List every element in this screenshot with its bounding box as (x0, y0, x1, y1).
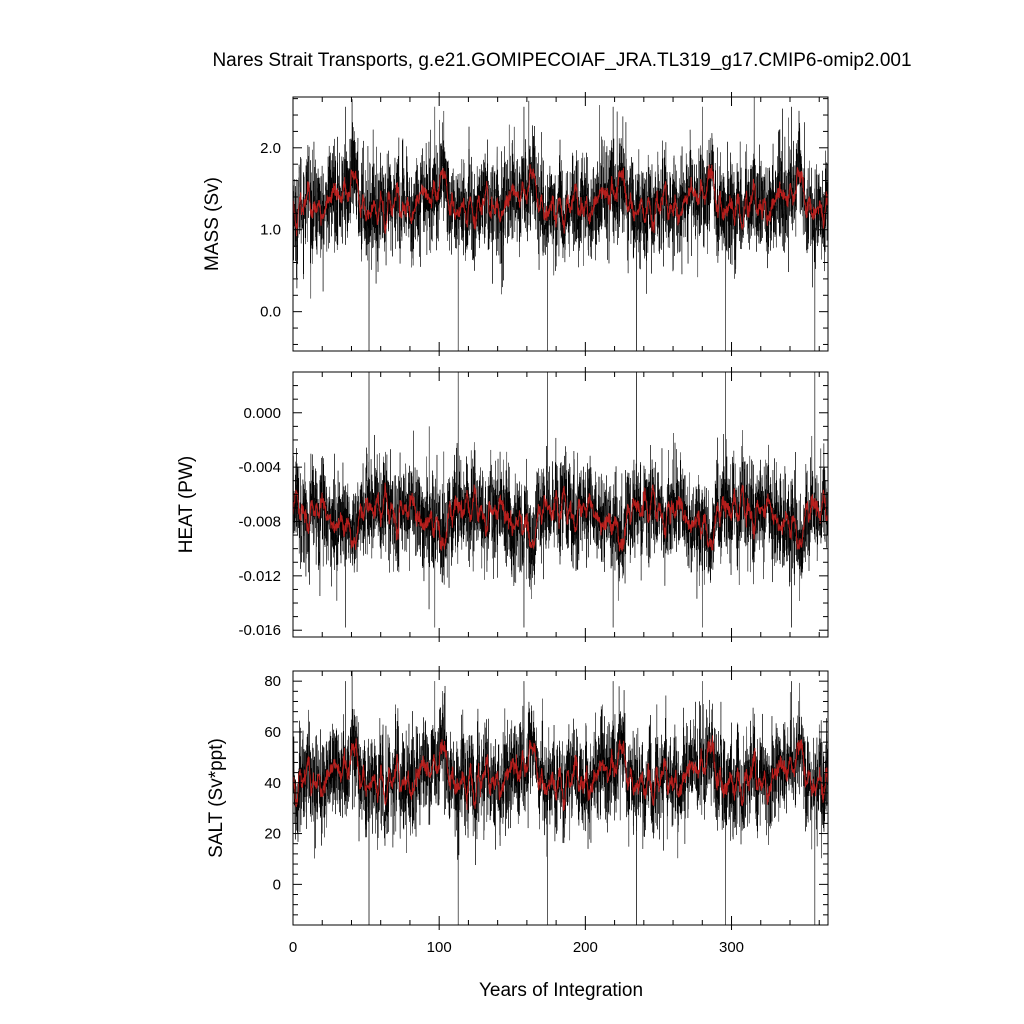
salt-y-axis-label: SALT (Sv*ppt) (206, 738, 227, 858)
heat-y-tick-label: 0.000 (243, 405, 281, 422)
heat-smoothed-line (292, 482, 829, 552)
x-axis-label: Years of Integration (479, 980, 643, 1001)
salt-smoothed-line (292, 735, 829, 812)
heat-y-tick-label: -0.004 (238, 459, 281, 476)
salt-panel: 0 20 40 60 80 SALT (Sv*ppt) 0 100 200 300 (206, 666, 829, 956)
mass-panel: 0.0 1.0 2.0 MASS (Sv) (202, 92, 829, 356)
heat-y-tick-label: -0.012 (238, 568, 281, 585)
chart-title: Nares Strait Transports, g.e21.GOMIPECOI… (212, 50, 911, 71)
x-tick-label: 100 (427, 939, 452, 956)
heat-monthly-line (292, 371, 829, 628)
salt-monthly-line (292, 670, 829, 926)
mass-y-tick-label: 2.0 (260, 140, 281, 157)
mass-plot-frame (292, 96, 829, 352)
salt-y-tick-label: 80 (264, 673, 281, 690)
salt-y-tick-label: 0 (273, 876, 281, 893)
mass-y-axis-label: MASS (Sv) (202, 177, 223, 271)
x-tick-label: 300 (719, 939, 744, 956)
heat-plot-frame (292, 371, 829, 638)
salt-plot-frame (292, 670, 829, 926)
x-tick-label: 200 (573, 939, 598, 956)
heat-y-tick-label: -0.008 (238, 513, 281, 530)
salt-y-tick-label: 60 (264, 724, 281, 741)
mass-y-tick-label: 0.0 (260, 304, 281, 321)
salt-y-tick-label: 40 (264, 775, 281, 792)
mass-y-tick-label: 1.0 (260, 222, 281, 239)
heat-panel: 0.000 -0.004 -0.008 -0.012 -0.016 HEAT (PW) (176, 367, 829, 642)
mass-monthly-line (292, 96, 829, 352)
heat-y-axis-label: HEAT (PW) (176, 456, 197, 553)
heat-y-tick-label: -0.016 (238, 622, 281, 639)
salt-y-tick-label: 20 (264, 826, 281, 843)
mass-smoothed-line (292, 164, 829, 237)
x-tick-label: 0 (289, 939, 297, 956)
